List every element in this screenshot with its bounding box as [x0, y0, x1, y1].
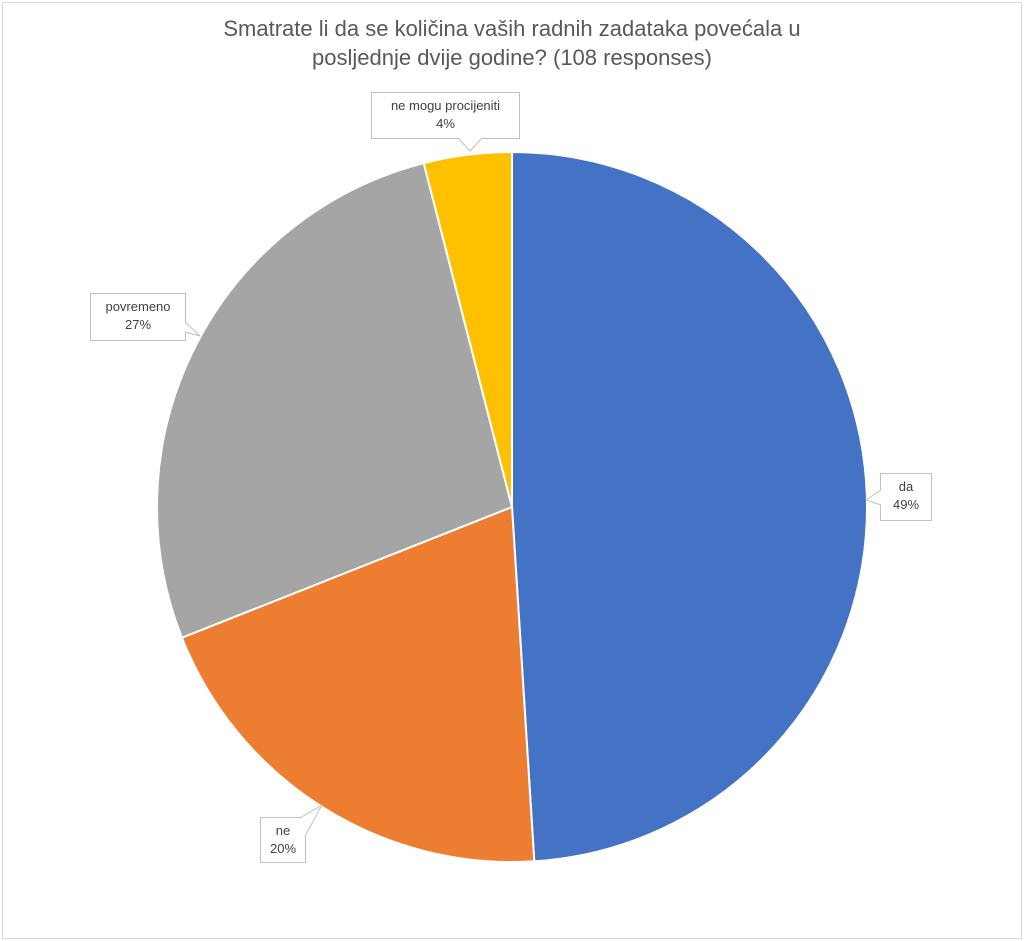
data-label-ne-mogu-procijeniti: ne mogu procijeniti 4%: [371, 92, 520, 139]
chart-title: Smatrate li da se količina vaših radnih …: [0, 14, 1024, 72]
data-label-povremeno: povremeno 27%: [90, 293, 186, 341]
data-label-ne-mogu-procijeniti-name: ne mogu procijeniti: [390, 98, 501, 113]
pie-slice-povremeno: [156, 161, 514, 639]
data-label-ne-value: 20%: [269, 841, 297, 856]
data-label-povremeno-name: povremeno: [105, 299, 171, 314]
data-label-da: da 49%: [880, 473, 932, 521]
data-label-da-value: 49%: [892, 497, 920, 512]
chart-title-line-1: Smatrate li da se količina vaših radnih …: [223, 16, 801, 41]
pie-slice-ne-mogu-procijeniti: [422, 150, 513, 508]
pie-slice-da: [511, 150, 868, 863]
data-label-ne: ne 20%: [260, 817, 306, 863]
chart-title-line-2: posljednje dvije godine? (108 responses): [312, 45, 712, 70]
data-label-povremeno-value: 27%: [124, 317, 152, 332]
data-label-da-name: da: [898, 479, 914, 494]
data-label-ne-name: ne: [275, 823, 291, 838]
data-label-ne-mogu-procijeniti-value: 4%: [436, 116, 455, 131]
